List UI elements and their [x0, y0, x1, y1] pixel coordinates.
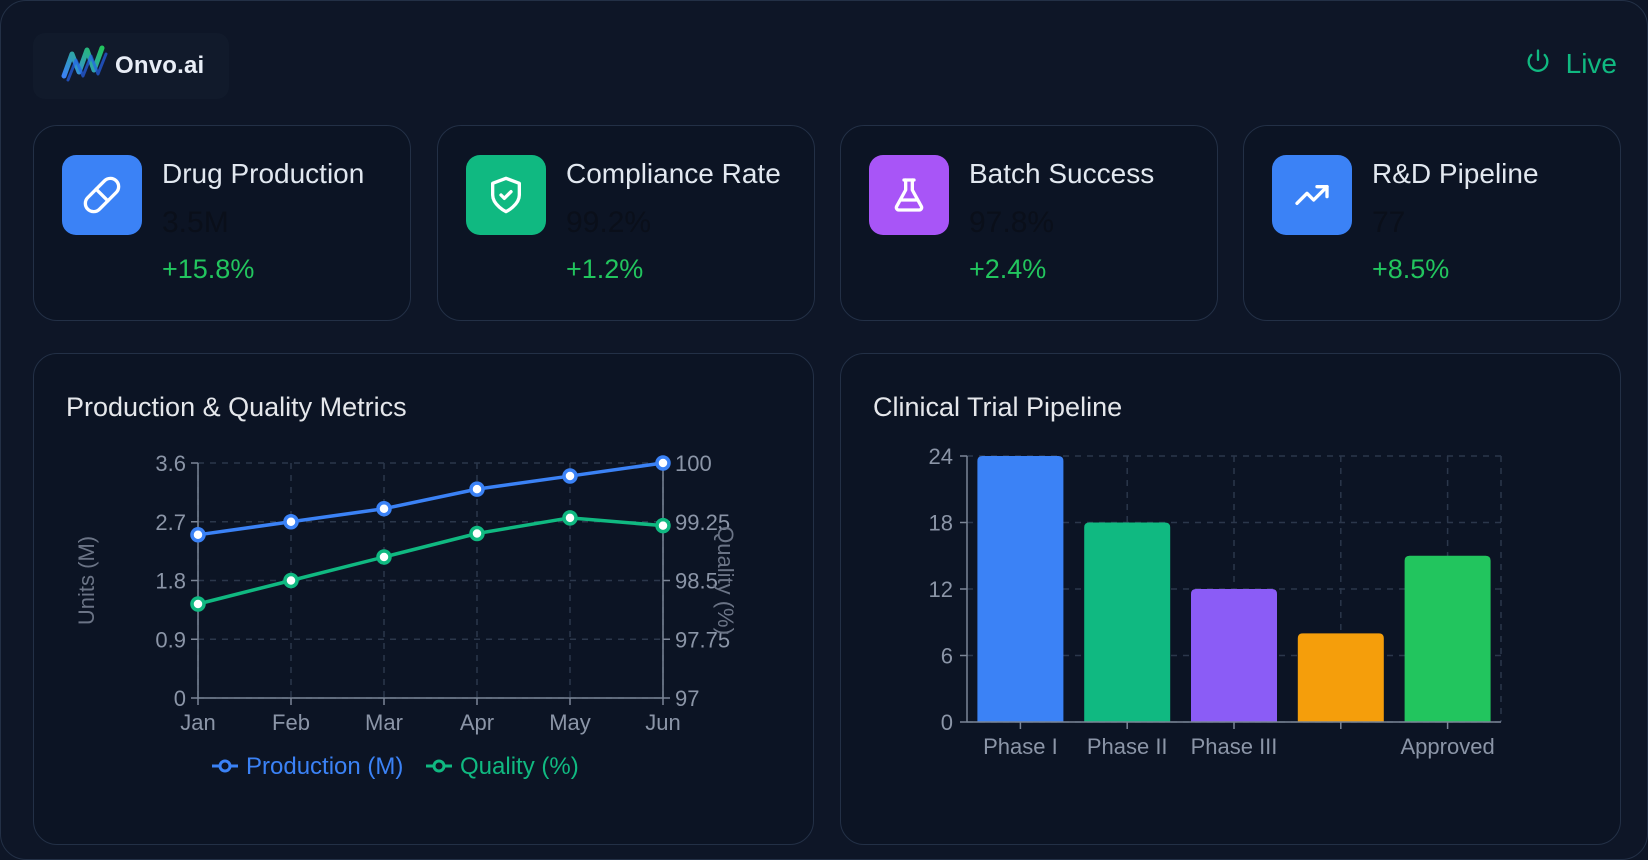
y-tick-label-right: 99.25 — [675, 510, 730, 535]
live-status[interactable]: Live — [1524, 47, 1617, 80]
kpi-card-drug-production[interactable]: Drug Production 3.5M +15.8% — [33, 125, 411, 321]
flask-icon — [869, 155, 949, 235]
x-tick-label: Jun — [645, 710, 680, 735]
y-axis-title-left: Units (M) — [74, 536, 99, 625]
kpi-change: +15.8% — [162, 254, 255, 284]
series-line — [197, 461, 664, 537]
shield-check-icon — [466, 155, 546, 235]
legend-swatch-dot — [432, 759, 446, 773]
wave-logo-icon — [61, 44, 109, 89]
kpi-change: +1.2% — [566, 254, 644, 284]
bar — [1191, 589, 1277, 722]
brand-logo[interactable]: Onvo.ai — [33, 33, 229, 99]
kpi-value: 3.5M — [162, 206, 229, 239]
y-tick-label-right: 97.75 — [675, 627, 730, 652]
kpi-change: +8.5% — [1372, 254, 1450, 284]
bar — [1084, 522, 1171, 722]
line-chart-title: Production & Quality Metrics — [66, 392, 407, 422]
data-point — [655, 455, 671, 471]
x-tick-label: May — [549, 710, 591, 735]
data-point — [190, 596, 206, 612]
y-tick-label: 0 — [941, 710, 953, 735]
trending-up-icon — [1272, 155, 1352, 235]
kpi-value: 99.2% — [566, 206, 652, 239]
y-tick-label: 12 — [929, 577, 953, 602]
data-point — [376, 549, 392, 565]
clinical-trial-panel: Clinical Trial Pipeline 0 6 12 18 24 Phase I P… — [840, 353, 1621, 845]
legend-label: Quality (%) — [460, 753, 579, 780]
series-line — [197, 516, 664, 606]
y-tick-label-left: 1.8 — [155, 569, 186, 594]
data-point — [562, 510, 578, 526]
data-point — [655, 517, 671, 534]
y-tick-label: 6 — [941, 644, 953, 669]
kpi-change: +2.4% — [969, 254, 1047, 284]
y-tick-label-left: 0.9 — [155, 627, 186, 652]
x-tick-label: Mar — [365, 710, 403, 735]
bar — [1297, 633, 1384, 722]
y-tick-label-right: 100 — [675, 451, 712, 476]
legend-label: Production (M) — [246, 753, 403, 780]
kpi-card-batch-success[interactable]: Batch Success 97.8% +2.4% — [840, 125, 1218, 321]
y-tick-label: 18 — [929, 511, 953, 536]
kpi-card-compliance-rate[interactable]: Compliance Rate 99.2% +1.2% — [437, 125, 815, 321]
pill-icon — [62, 155, 142, 235]
x-tick-label: Jan — [180, 710, 215, 735]
production-quality-panel: Production & Quality Metrics 0 0.9 1.8 2.7 3… — [33, 353, 814, 845]
y-tick-label: 24 — [929, 444, 953, 469]
data-point — [376, 500, 392, 517]
y-tick-label-right: 98.5 — [675, 569, 718, 594]
brand-name: Onvo.ai — [115, 52, 205, 79]
kpi-title: Drug Production — [162, 158, 365, 189]
kpi-title: Batch Success — [969, 158, 1155, 189]
y-tick-label-left: 2.7 — [155, 510, 186, 535]
x-tick-label: Phase III — [1191, 734, 1278, 759]
kpi-title: R&D Pipeline — [1372, 158, 1539, 189]
y-tick-label-left: 0 — [174, 686, 186, 711]
line-chart[interactable]: 0 0.9 1.8 2.7 3.6 97 97.75 98.5 99.25 100 Jan Feb Ma… — [34, 354, 815, 846]
data-point — [283, 514, 299, 530]
x-tick-label: Approved — [1401, 734, 1495, 759]
kpi-value: 97.8% — [969, 206, 1055, 239]
data-point — [283, 572, 299, 589]
data-point — [562, 468, 578, 484]
y-axis-title-right: Quality (%) — [713, 526, 738, 635]
bar — [1404, 555, 1491, 722]
bar-chart[interactable]: 0 6 12 18 24 Phase I Phase II Phase III Approved — [841, 354, 1622, 846]
live-label: Live — [1565, 47, 1617, 79]
bar — [977, 456, 1064, 722]
kpi-card-rd-pipeline[interactable]: R&D Pipeline 77 +8.5% — [1243, 125, 1621, 321]
x-tick-label: Apr — [460, 710, 494, 735]
kpi-value: 77 — [1372, 206, 1406, 239]
data-point — [190, 527, 206, 543]
x-tick-label: Phase II — [1087, 734, 1168, 759]
power-icon — [1524, 47, 1552, 80]
x-tick-label: Phase I — [983, 734, 1058, 759]
kpi-title: Compliance Rate — [566, 158, 781, 189]
bar-chart-title: Clinical Trial Pipeline — [873, 392, 1123, 422]
data-point — [469, 525, 485, 542]
legend-swatch-dot — [218, 759, 232, 773]
x-tick-label: Feb — [272, 710, 310, 735]
data-point — [469, 481, 485, 497]
y-tick-label-right: 97 — [675, 686, 699, 711]
y-tick-label-left: 3.6 — [155, 451, 186, 476]
